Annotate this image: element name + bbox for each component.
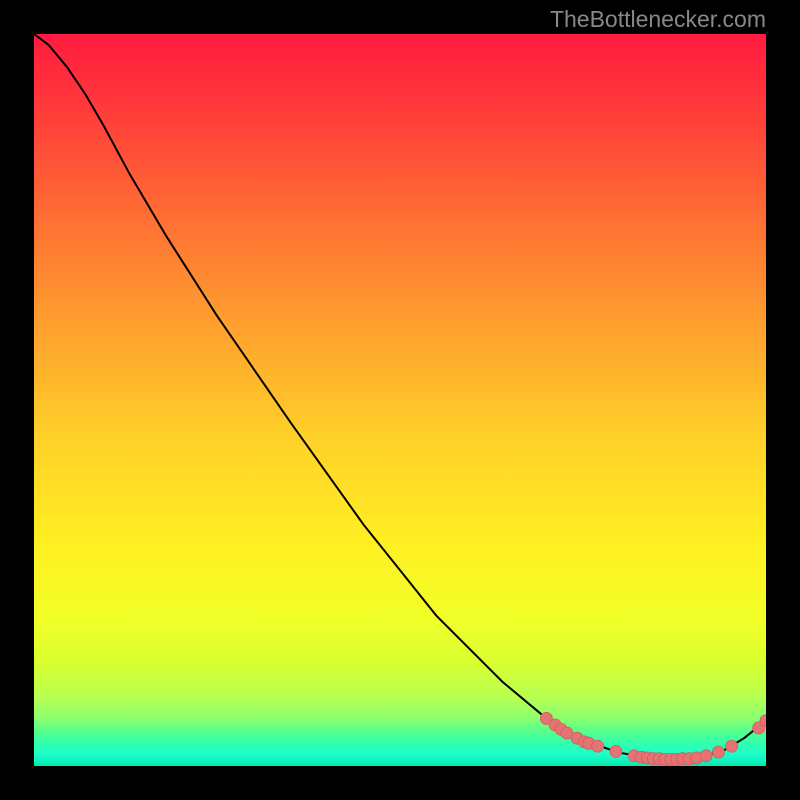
watermark-text: TheBottlenecker.com (550, 6, 766, 33)
plot-area (34, 34, 766, 766)
chart-container: TheBottlenecker.com (0, 0, 800, 800)
gradient-background (34, 34, 766, 766)
